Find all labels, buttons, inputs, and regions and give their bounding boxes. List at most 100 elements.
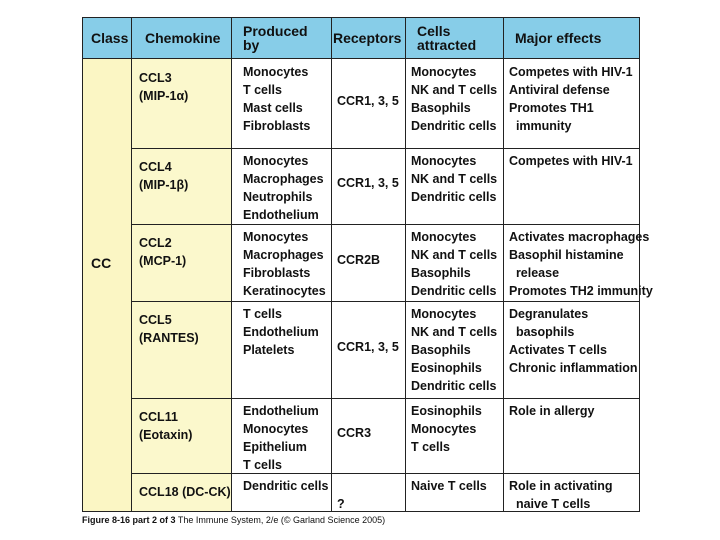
header-major-effects: Major effects <box>515 30 602 46</box>
receptors-cell: CCR2B <box>337 251 380 269</box>
produced-by-cell: T cells Endothelium Platelets <box>243 305 319 359</box>
cell-line: Monocytes <box>243 65 309 79</box>
major-effects-cell: Activates macrophages Basophil histamine … <box>509 228 653 300</box>
cell-line: Antiviral defense <box>509 83 610 97</box>
figure-caption: Figure 8-16 part 2 of 3 The Immune Syste… <box>82 515 385 525</box>
divider <box>405 18 406 512</box>
header-class: Class <box>91 30 129 46</box>
produced-by-cell: Monocytes Macrophages Neutrophils Endotheli… <box>243 152 324 224</box>
cell-line: Dendritic cells <box>411 119 497 133</box>
cell-line: Basophil histamine <box>509 248 624 262</box>
cell-line: Platelets <box>243 343 295 357</box>
cell-line: immunity <box>509 119 572 133</box>
cell-line: Fibroblasts <box>243 119 311 133</box>
cell-line: CCR1, 3, 5 <box>337 94 399 108</box>
chemokine-table: Class Chemokine Produced by Receptors Ce… <box>82 17 653 513</box>
cell-line: Dendritic cells <box>243 479 329 493</box>
receptors-cell: CCR1, 3, 5 <box>337 338 399 356</box>
row-divider <box>131 398 639 399</box>
table-header: Class Chemokine Produced by Receptors Ce… <box>83 18 639 59</box>
cell-line: CCL4 <box>139 160 172 174</box>
cell-line: Epithelium <box>243 440 307 454</box>
cell-line: Dendritic cells <box>411 284 497 298</box>
chemokine-cell: CCL11 (Eotaxin) <box>139 408 192 444</box>
header-chemokine: Chemokine <box>145 30 221 46</box>
major-effects-cell: Role in allergy <box>509 402 594 420</box>
cells-attracted-cell: Monocytes NK and T cells Basophils Dendriti… <box>411 63 497 135</box>
cell-line: Monocytes <box>411 154 477 168</box>
cell-line: Monocytes <box>411 422 477 436</box>
cell-line: Eosinophils <box>411 361 482 375</box>
cells-attracted-cell: Naive T cells <box>411 477 487 495</box>
major-effects-cell: Degranulates basophils Activates T cells C… <box>509 305 637 377</box>
cell-line: Basophils <box>411 101 471 115</box>
cells-attracted-cell: Eosinophils Monocytes T cells <box>411 402 482 456</box>
cell-line: T cells <box>243 307 282 321</box>
chemokine-cell: CCL18 (DC-CK) <box>139 483 231 501</box>
produced-by-cell: Monocytes Macrophages Fibroblasts Keratinoc… <box>243 228 326 300</box>
cell-line: Dendritic cells <box>411 379 497 393</box>
cell-line: Keratinocytes <box>243 284 326 298</box>
cell-line: Promotes TH1 <box>509 101 594 115</box>
chemokine-cell: CCL3 (MIP-1α) <box>139 69 188 105</box>
cell-line: T cells <box>411 440 450 454</box>
cell-line: Degranulates <box>509 307 589 321</box>
cell-line: (MCP-1) <box>139 254 187 268</box>
cell-line: CCL3 <box>139 71 172 85</box>
cell-line: Monocytes <box>243 422 309 436</box>
cell-line: Role in allergy <box>509 404 595 418</box>
row-divider <box>131 473 639 474</box>
cell-line: naive T cells <box>509 497 591 511</box>
cell-line: Endothelium <box>243 208 319 222</box>
cell-line: CCR3 <box>337 426 372 440</box>
caption-text: The Immune System, 2/e (© Garland Scienc… <box>177 515 386 525</box>
receptors-cell: ? <box>337 495 345 513</box>
cell-line: Chronic inflammation <box>509 361 638 375</box>
receptors-cell: CCR3 <box>337 424 371 442</box>
cell-line: Dendritic cells <box>411 190 497 204</box>
cell-line: CCR2B <box>337 253 381 267</box>
produced-by-cell: Dendritic cells <box>243 477 328 495</box>
cell-line: Competes with HIV-1 <box>509 65 633 79</box>
cells-attracted-cell: Monocytes NK and T cells Basophils Eosinoph… <box>411 305 497 395</box>
row-divider <box>131 224 639 225</box>
cell-line: T cells <box>243 458 282 472</box>
cell-line: (MIP-1β) <box>139 178 189 192</box>
cell-line: T cells <box>243 83 282 97</box>
cell-line: Naive T cells <box>411 479 487 493</box>
cell-line: CCL5 <box>139 313 172 327</box>
chemokine-cell: CCL2 (MCP-1) <box>139 234 186 270</box>
cell-line: Endothelium <box>243 404 319 418</box>
divider <box>131 18 132 512</box>
cell-line: Monocytes <box>411 307 477 321</box>
cell-line: Basophils <box>411 266 471 280</box>
divider <box>331 18 332 512</box>
cell-line: Activates macrophages <box>509 230 650 244</box>
cell-line: (Eotaxin) <box>139 428 193 442</box>
cell-line: basophils <box>509 325 575 339</box>
cell-line: Macrophages <box>243 172 324 186</box>
cell-line: CCL11 <box>139 410 178 424</box>
caption-figure: Figure 8-16 part 2 of 3 <box>82 515 176 525</box>
class-value: CC <box>91 255 112 271</box>
produced-by-cell: Monocytes T cells Mast cells Fibroblasts <box>243 63 310 135</box>
cell-line: Mast cells <box>243 101 303 115</box>
header-produced-by: Produced by <box>243 23 308 53</box>
cell-line: release <box>509 266 560 280</box>
cell-line: Monocytes <box>411 230 477 244</box>
class-column: CC <box>83 59 132 511</box>
cell-line: Role in activating <box>509 479 613 493</box>
receptors-cell: CCR1, 3, 5 <box>337 174 399 192</box>
cell-line: NK and T cells <box>411 172 498 186</box>
produced-by-cell: Endothelium Monocytes Epithelium T cells <box>243 402 319 474</box>
cell-line: CCR1, 3, 5 <box>337 340 399 354</box>
receptors-cell: CCR1, 3, 5 <box>337 92 399 110</box>
cell-line: NK and T cells <box>411 248 498 262</box>
chemokine-cell: CCL5 (RANTES) <box>139 311 199 347</box>
cell-line: CCR1, 3, 5 <box>337 176 399 190</box>
cell-line: Monocytes <box>243 154 309 168</box>
cell-line: Activates T cells <box>509 343 607 357</box>
chemokine-column-bg <box>132 59 231 511</box>
header-cells-attracted: Cells attracted <box>417 23 477 53</box>
cells-attracted-cell: Monocytes NK and T cells Basophils Dendriti… <box>411 228 497 300</box>
